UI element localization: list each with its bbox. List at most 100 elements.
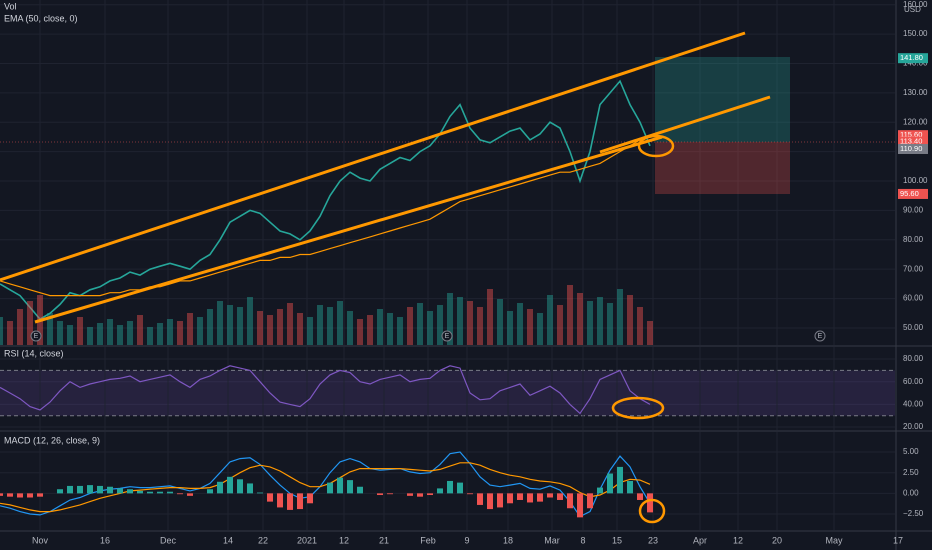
macd-histogram-bar: [17, 493, 23, 498]
macd-histogram-bar: [147, 491, 153, 494]
volume-bar: [557, 305, 563, 345]
volume-bar: [367, 315, 373, 345]
macd-histogram-bar: [497, 493, 503, 508]
x-tick-label: 2021: [297, 535, 317, 545]
volume-bar: [327, 307, 333, 345]
volume-bar: [127, 321, 133, 345]
volume-bar: [237, 307, 243, 345]
volume-bar: [457, 297, 463, 345]
volume-bar: [607, 303, 613, 345]
macd-histogram-bar: [597, 487, 603, 494]
macd-histogram-bar: [227, 476, 233, 494]
macd-histogram-bar: [467, 493, 473, 495]
macd-histogram-bar: [167, 491, 173, 494]
legend-rsi: RSI (14, close): [4, 348, 64, 358]
macd-histogram-bar: [417, 493, 423, 497]
macd-histogram-bar: [477, 493, 483, 505]
x-tick-label: Dec: [160, 535, 177, 545]
y-tick-label: 150.00: [903, 29, 928, 38]
y-tick-label: 40.00: [903, 399, 924, 408]
volume-bar: [447, 293, 453, 345]
price-label: 95.60: [900, 189, 919, 198]
volume-bar: [117, 325, 123, 345]
volume-bar: [507, 311, 513, 345]
macd-histogram-bar: [27, 493, 33, 498]
price-label: 115.60: [900, 130, 922, 139]
highlight-circle: [637, 134, 675, 158]
currency: USD: [904, 5, 921, 14]
macd-histogram-bar: [487, 493, 493, 510]
x-tick-label: 21: [379, 535, 389, 545]
y-tick-label: 120.00: [903, 117, 928, 126]
macd-histogram-bar: [127, 489, 133, 494]
x-tick-label: 8: [580, 535, 585, 545]
y-tick-label: 80.00: [903, 354, 924, 363]
volume-bar: [137, 315, 143, 345]
macd-histogram-bar: [97, 485, 103, 494]
volume-bar: [597, 297, 603, 345]
volume-bar: [387, 313, 393, 345]
macd-histogram-bar: [107, 486, 113, 494]
earnings-label: E: [34, 333, 39, 340]
volume-bar: [47, 313, 53, 345]
price-label-box: [898, 188, 928, 199]
macd-histogram-bar: [177, 493, 183, 495]
y-tick-label: 50.00: [903, 323, 924, 332]
macd-histogram-bar: [247, 483, 253, 494]
indicator-line: [0, 462, 651, 513]
x-tick-label: 12: [733, 535, 743, 545]
macd-histogram-bar: [207, 489, 213, 494]
volume-bar: [647, 321, 653, 345]
volume-bar: [467, 301, 473, 345]
x-tick-label: Feb: [420, 535, 436, 545]
volume-bar: [547, 295, 553, 345]
y-tick-label: 0.00: [903, 488, 919, 497]
volume-bar: [627, 295, 633, 345]
macd-histogram-bar: [647, 493, 653, 513]
volume-bar: [257, 311, 263, 345]
macd-histogram-bar: [297, 493, 303, 510]
macd-histogram-bar: [57, 489, 63, 494]
macd-histogram-bar: [357, 486, 363, 494]
x-tick-label: 9: [464, 535, 469, 545]
macd-histogram-bar: [447, 480, 453, 494]
macd-histogram-bar: [577, 493, 583, 518]
earnings-marker: E: [441, 330, 453, 342]
volume-bar: [587, 301, 593, 345]
volume-bar: [477, 307, 483, 345]
y-tick-label: 2.50: [903, 468, 919, 477]
volume-bar: [527, 309, 533, 345]
volume-bar: [357, 319, 363, 345]
price-label-box: [898, 143, 928, 154]
volume-bar: [637, 307, 643, 345]
volume-bar: [537, 313, 543, 345]
indicator-line: [0, 365, 651, 415]
profit-zone: [655, 57, 790, 142]
macd-histogram-bar: [237, 479, 243, 494]
volume-bar: [177, 321, 183, 345]
volume-bar: [517, 303, 523, 345]
macd-histogram-bar: [407, 493, 413, 496]
x-tick-label: 23: [648, 535, 658, 545]
volume-bar: [107, 319, 113, 345]
volume-bar: [57, 321, 63, 345]
macd-histogram-bar: [507, 493, 513, 504]
volume-bar: [397, 317, 403, 345]
volume-bar: [297, 313, 303, 345]
rsi-band: [0, 370, 895, 416]
earnings-label: E: [818, 333, 823, 340]
price-label: 110.90: [900, 144, 922, 153]
volume-bar: [377, 309, 383, 345]
macd-histogram-bar: [0, 493, 3, 496]
macd-histogram-bar: [327, 482, 333, 494]
earnings-marker: E: [814, 330, 826, 342]
macd-histogram-bar: [437, 488, 443, 494]
macd-histogram-bar: [67, 485, 73, 494]
macd-histogram-bar: [387, 493, 393, 495]
legend-vol: Vol: [4, 1, 17, 11]
x-tick-label: May: [825, 535, 843, 545]
macd-histogram-bar: [337, 477, 343, 494]
macd-histogram-bar: [537, 493, 543, 502]
y-tick-label: 60.00: [903, 294, 924, 303]
volume-bar: [287, 303, 293, 345]
